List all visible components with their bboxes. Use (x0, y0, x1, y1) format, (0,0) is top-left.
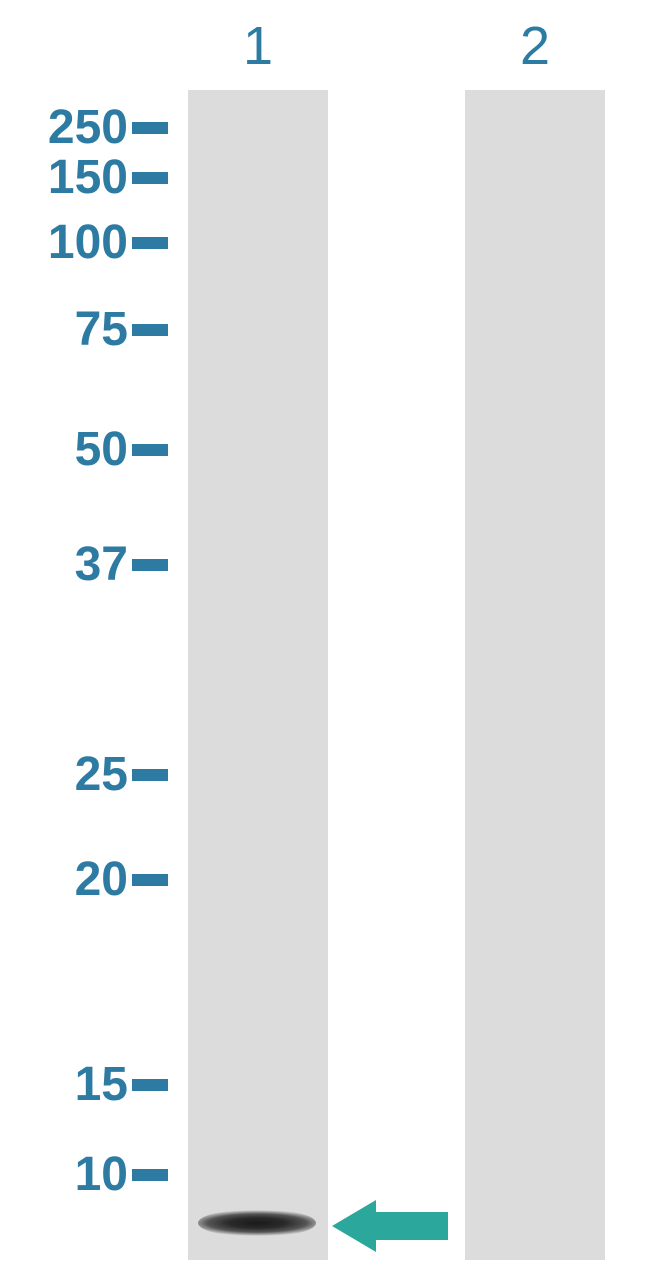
lane-2 (465, 90, 605, 1260)
mw-tick-20 (132, 874, 168, 886)
mw-label-37: 37 (8, 537, 128, 592)
mw-label-100: 100 (8, 215, 128, 270)
mw-tick-250 (132, 122, 168, 134)
mw-label-20: 20 (8, 852, 128, 907)
protein-band (198, 1210, 316, 1236)
mw-tick-15 (132, 1079, 168, 1091)
mw-label-25: 25 (8, 747, 128, 802)
mw-tick-25 (132, 769, 168, 781)
lane-1 (188, 90, 328, 1260)
lane-2-header: 2 (465, 15, 605, 77)
mw-tick-50 (132, 444, 168, 456)
mw-label-250: 250 (8, 100, 128, 155)
mw-label-75: 75 (8, 302, 128, 357)
mw-label-15: 15 (8, 1057, 128, 1112)
western-blot-figure: 1 2 250150 100 75 50 37 25 20 15 10 (0, 0, 650, 1270)
mw-tick-75 (132, 324, 168, 336)
arrow-stem (376, 1212, 448, 1240)
mw-label-50: 50 (8, 422, 128, 477)
arrow-head-icon (332, 1200, 376, 1252)
mw-tick-150 (132, 172, 168, 184)
mw-tick-100 (132, 237, 168, 249)
mw-tick-10 (132, 1169, 168, 1181)
band-indicator-arrow (332, 1200, 452, 1252)
lane-1-header: 1 (188, 15, 328, 77)
mw-tick-37 (132, 559, 168, 571)
mw-label-150: 150 (8, 150, 128, 205)
mw-label-10: 10 (8, 1147, 128, 1202)
